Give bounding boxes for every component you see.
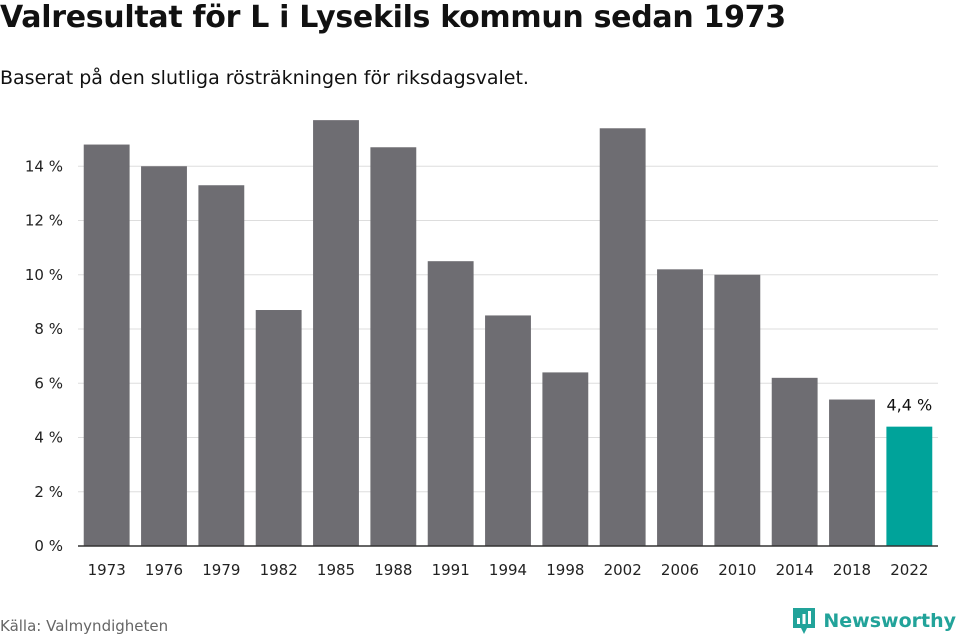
y-tick-label-2: 2 % <box>34 483 63 501</box>
y-tick-label-10: 10 % <box>25 266 63 284</box>
x-tick-label-1988: 1988 <box>374 561 412 579</box>
x-tick-label-1973: 1973 <box>88 561 126 579</box>
bar-2006 <box>657 269 703 546</box>
x-tick-label-2014: 2014 <box>776 561 814 579</box>
bar-1985 <box>313 120 359 546</box>
bar-1982 <box>255 310 302 546</box>
chart-subtitle: Baserat på den slutliga rösträkningen fö… <box>0 67 529 89</box>
x-tick-label-1994: 1994 <box>489 561 527 579</box>
newsworthy-logo-icon <box>793 608 816 634</box>
x-tick-label-1982: 1982 <box>260 561 298 579</box>
x-tick-label-1976: 1976 <box>145 561 183 579</box>
bar-chart: 0 % 2 % 4 % 6 % 8 % 10 % 12 % 14 % 1973 1976 1979… <box>25 120 938 579</box>
x-tick-label-2010: 2010 <box>718 561 756 579</box>
brand-name: Newsworthy <box>823 610 956 632</box>
bar-1979 <box>198 185 245 547</box>
value-label-2022: 4,4 % <box>886 396 932 415</box>
bar-1994 <box>485 315 531 546</box>
bar-1988 <box>370 147 417 546</box>
y-tick-label-8: 8 % <box>34 320 63 338</box>
bar-2010 <box>714 274 761 546</box>
bar-1991 <box>427 261 474 546</box>
x-tick-label-1979: 1979 <box>202 561 240 579</box>
x-axis-ticks: 1973 1976 1979 1982 1985 1988 1991 1994 1998 2002… <box>88 561 929 579</box>
bar-2002 <box>599 128 646 546</box>
x-tick-label-1991: 1991 <box>432 561 470 579</box>
y-tick-label-6: 6 % <box>34 374 63 392</box>
bar-1973 <box>83 144 130 547</box>
x-tick-label-2022: 2022 <box>890 561 928 579</box>
value-labels: 4,4 % <box>886 396 932 415</box>
bar-2018 <box>829 399 875 546</box>
x-tick-label-2006: 2006 <box>661 561 699 579</box>
y-tick-label-0: 0 % <box>34 537 63 555</box>
y-tick-label-4: 4 % <box>34 429 63 447</box>
x-tick-label-1998: 1998 <box>546 561 584 579</box>
y-axis-ticks: 0 % 2 % 4 % 6 % 8 % 10 % 12 % 14 % <box>25 157 63 555</box>
chart-title: Valresultat för L i Lysekils kommun seda… <box>0 0 786 35</box>
x-tick-label-2002: 2002 <box>604 561 642 579</box>
source-note: Källa: Valmyndigheten <box>0 617 169 635</box>
bar-2014 <box>771 377 818 546</box>
bars <box>83 120 933 547</box>
bar-2022 <box>886 426 933 546</box>
x-tick-label-2018: 2018 <box>833 561 871 579</box>
y-tick-label-12: 12 % <box>25 212 63 230</box>
bar-1998 <box>542 372 589 546</box>
brand-logo: Newsworthy <box>791 606 956 636</box>
x-tick-label-1985: 1985 <box>317 561 355 579</box>
y-tick-label-14: 14 % <box>25 157 63 175</box>
bar-1976 <box>141 166 187 546</box>
